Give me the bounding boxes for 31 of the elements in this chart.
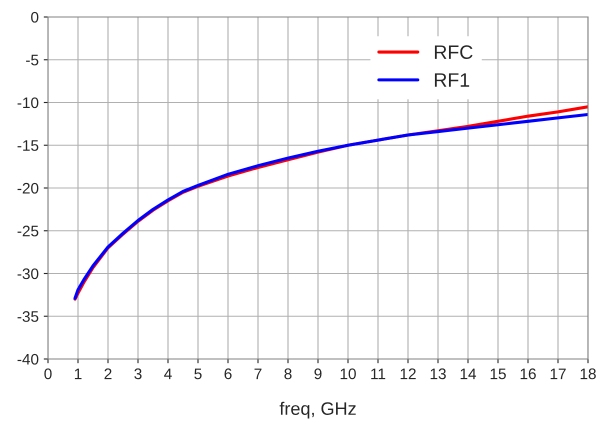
x-tick-label: 0 [44,368,52,380]
y-tick-label: -10 [18,97,38,108]
x-tick-label: 5 [194,368,202,380]
x-tick-label: 18 [580,368,596,380]
x-tick-label: 8 [284,368,292,380]
y-tick-label: -15 [18,140,38,151]
y-tick-label: -35 [18,311,38,322]
y-tick-label: 0 [31,12,38,23]
x-tick-label: 13 [430,368,446,380]
x-tick-label: 11 [371,368,386,380]
y-tick-label: -25 [18,226,38,236]
x-tick-label: 2 [104,368,112,380]
x-tick-label: 1 [74,368,82,380]
x-tick-label: 10 [340,368,356,380]
y-tick-label: -40 [18,354,38,365]
x-tick-label: 14 [460,368,476,380]
legend-label: RFC [434,45,473,60]
x-tick-label: 9 [314,368,322,380]
x-axis-title: freq, GHz [280,402,356,419]
x-tick-label: 12 [400,368,416,380]
y-tick-label: -20 [18,182,38,194]
x-tick-label: 17 [550,368,566,380]
x-tick-label: 6 [224,368,232,380]
x-tick-label: 3 [134,368,142,380]
y-tick-label: -30 [18,268,38,280]
x-tick-label: 4 [164,368,172,380]
x-tick-label: 7 [254,368,262,380]
x-tick-label: 16 [520,368,536,380]
legend-label: RF1 [434,73,470,87]
y-tick-label: -5 [26,54,38,66]
x-tick-label: 15 [490,368,506,380]
